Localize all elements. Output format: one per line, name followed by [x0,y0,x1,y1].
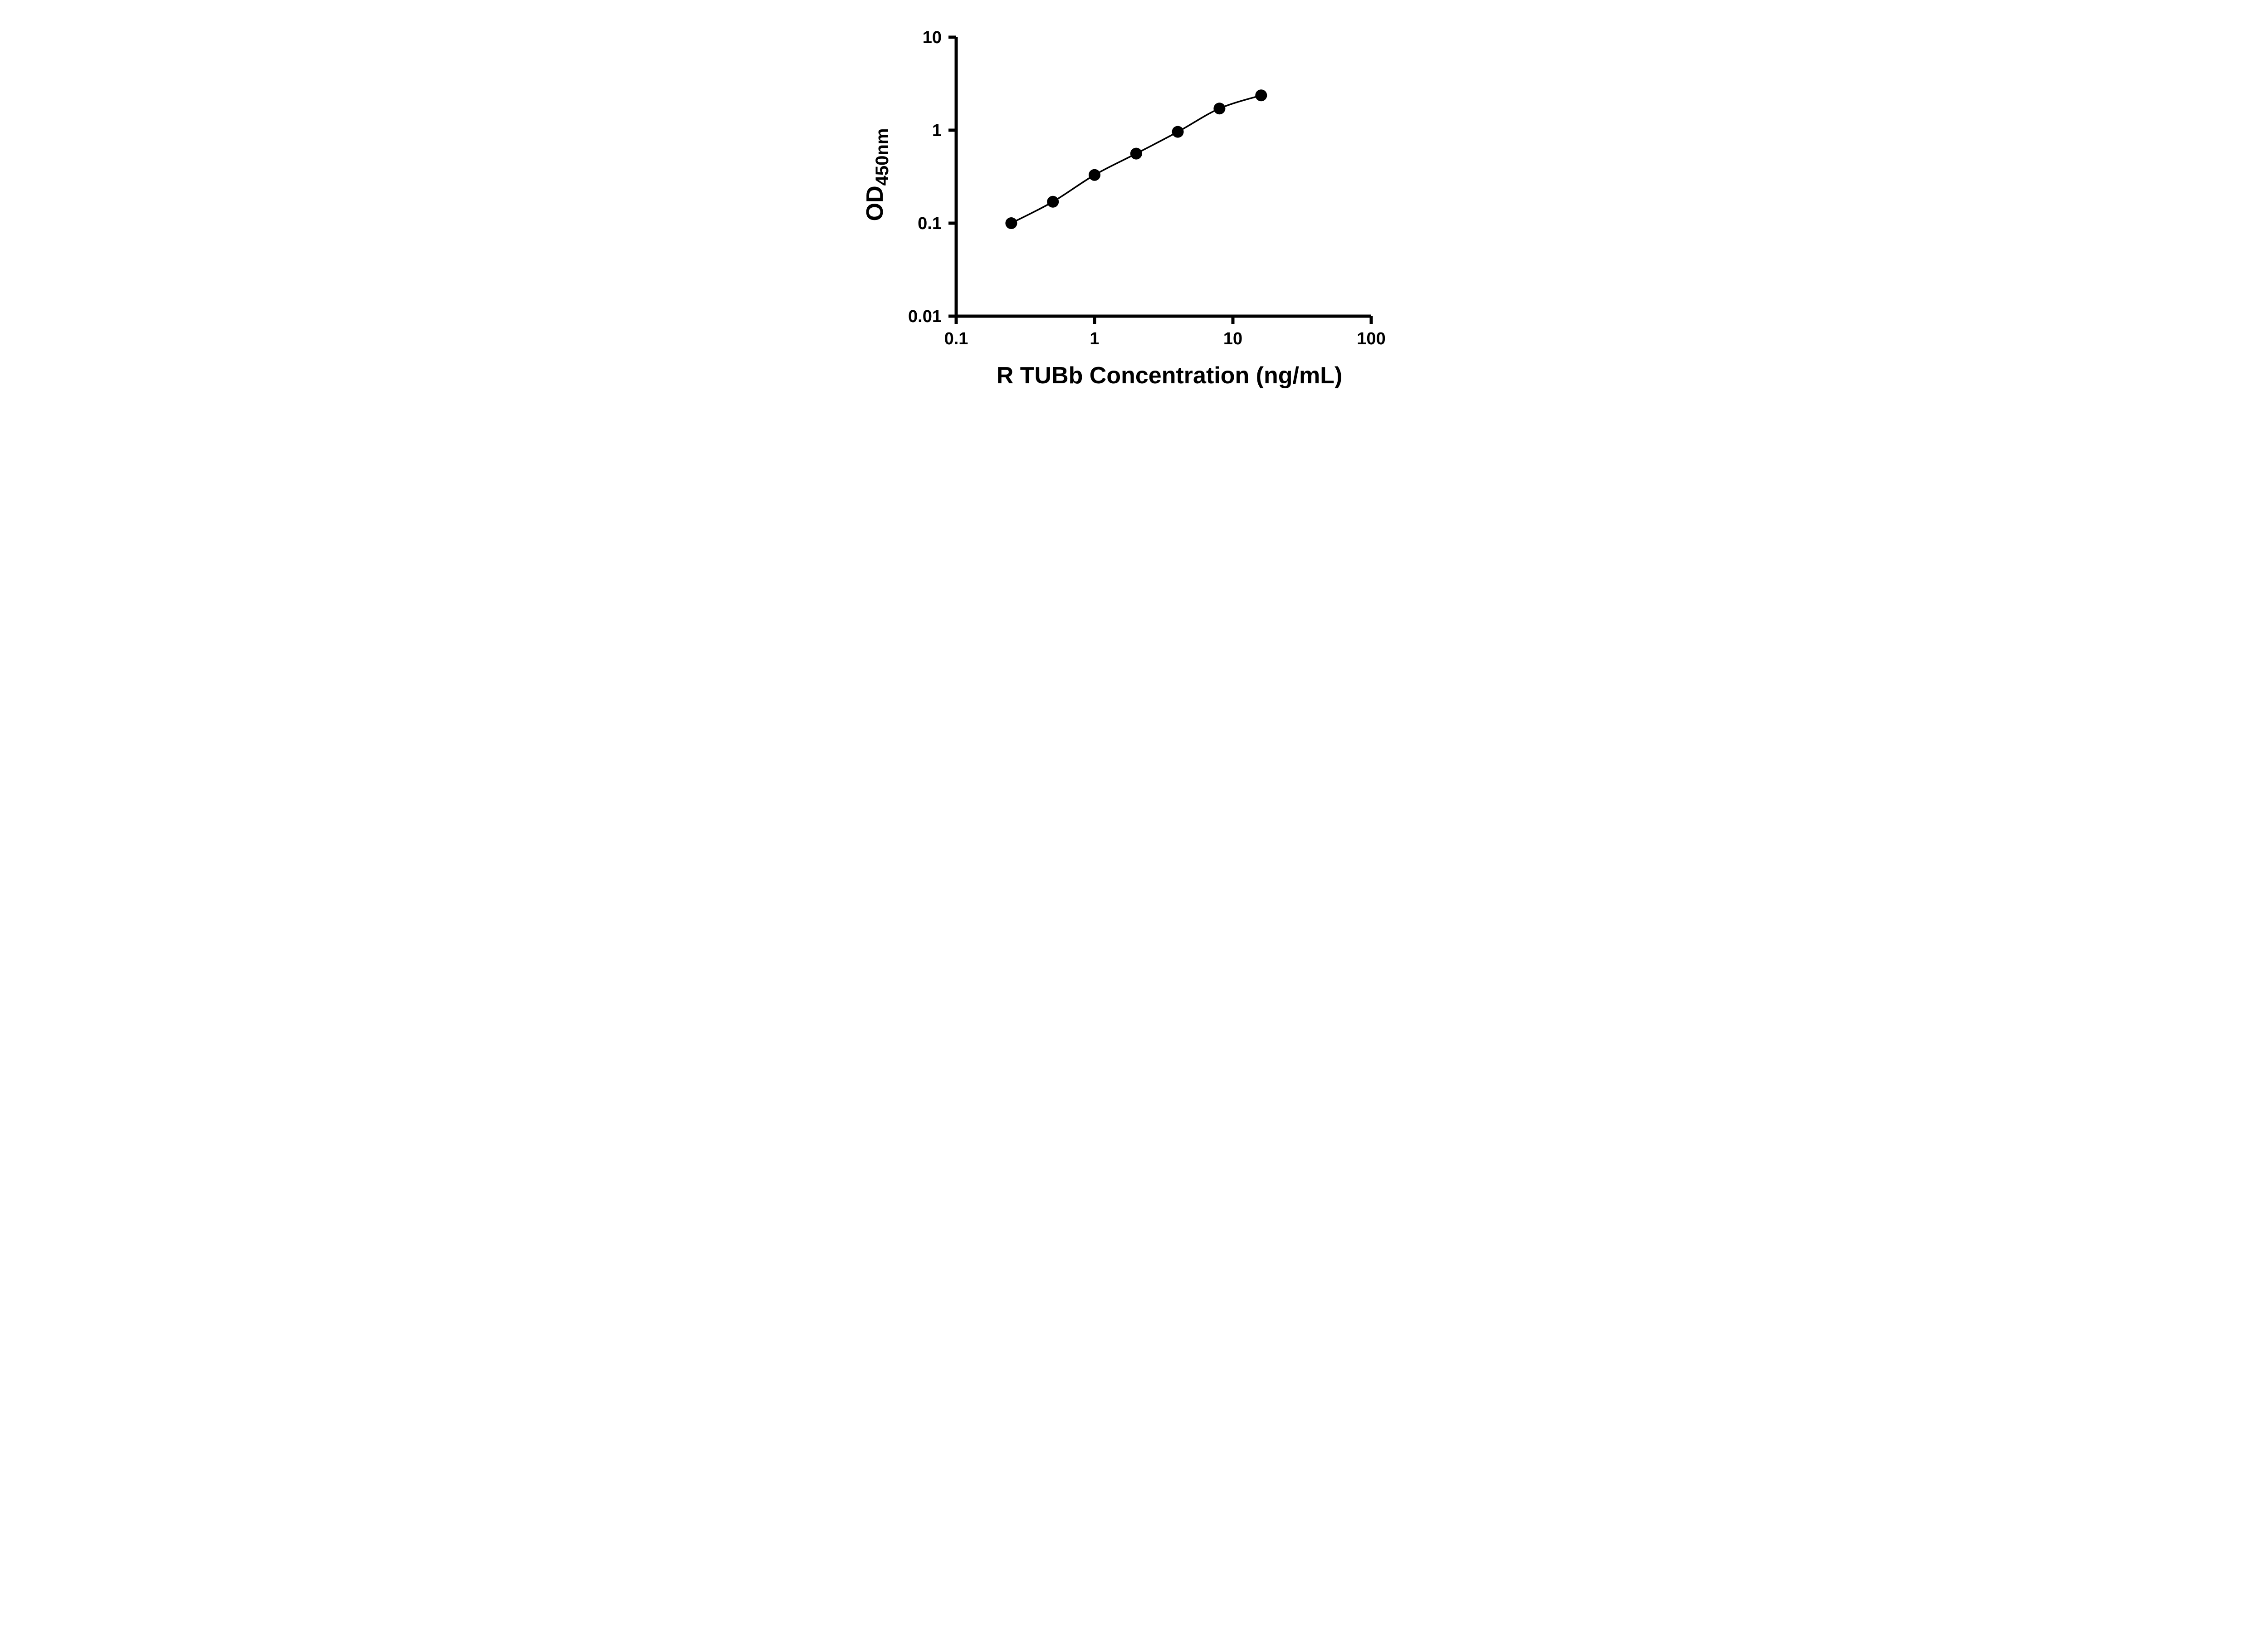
x-axis-title: R TUBb Concentration (ng/mL) [996,362,1342,389]
y-axis-title-sub: 450nm [872,128,892,186]
data-layer [1005,89,1267,229]
data-point-marker [1130,147,1142,160]
data-point-marker [1005,217,1017,229]
data-point-marker [1046,196,1059,208]
data-point-marker [1213,103,1225,115]
data-point-marker [1255,89,1267,102]
data-point-marker [1172,126,1184,138]
y-axis-title: OD450nm [862,128,892,221]
x-tick-label: 0.1 [944,329,968,348]
elisa-standard-curve-figure: 0.01 0.1 1 10 0.1 1 10 100 R TUBb Concentration… [842,0,1426,408]
x-tick-label: 100 [1357,329,1385,348]
y-axis-title-main: OD [862,186,888,221]
y-tick-label: 1 [932,121,941,140]
data-point-marker [1088,169,1100,181]
y-tick-label: 0.1 [918,214,942,233]
x-tick-label: 10 [1223,329,1242,348]
y-tick-label: 0.01 [908,307,942,326]
y-tick-label: 10 [922,28,941,47]
x-tick-label: 1 [1090,329,1099,348]
axis-spine [954,37,1371,318]
